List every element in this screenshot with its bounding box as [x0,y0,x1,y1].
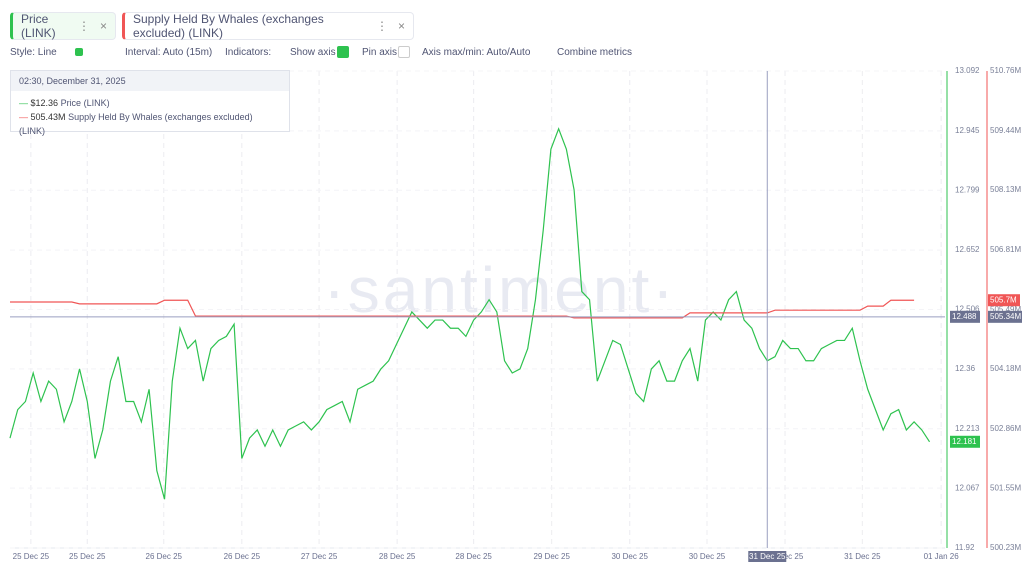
y-tick-label: 13.092 [955,66,980,75]
pin-axis[interactable]: Pin axis [362,47,398,58]
last-value-label: 12.181 [952,437,977,446]
last-value-box [988,294,1020,307]
x-tick-label: 26 Dec 25 [146,552,183,561]
y2-tick-label: 506.81M [990,245,1021,254]
x-tick-label: 31 Dec 25 [767,552,804,561]
x-tick-label: 29 Dec 25 [533,552,570,561]
tab-label: Supply Held By Whales (exchanges exclude… [133,12,324,40]
price-tab[interactable]: Price (LINK) ⋮ × [10,12,116,40]
tooltip: 02:30, December 31, 2025 — $12.36 Price … [10,70,290,136]
x-tick-label: 27 Dec 25 [301,552,338,561]
y2-tick-label: 510.76M [990,66,1021,75]
y2-tick-label: 505.49M [990,305,1021,314]
last-value-label: 505.7M [990,295,1017,304]
crosshair-y-label: 12.488 [952,312,977,321]
last-value-box [950,435,980,448]
crosshair-y-box [950,310,980,323]
y2-tick-label: 504.18M [990,364,1021,373]
crosshair-x-label: 31 Dec 25 [749,552,786,561]
series-line [10,299,915,319]
pin-axis-checkbox[interactable] [398,46,410,58]
series-line [9,127,931,500]
x-tick-label: 26 Dec 25 [224,552,261,561]
show-axis-checkbox[interactable] [337,46,349,58]
tooltip-series: Price (LINK) [60,98,110,108]
y2-tick-label: 509.44M [990,126,1021,135]
tooltip-value: $12.36 [30,98,59,108]
tab-close[interactable]: × [397,19,405,33]
y-tick-label: 12.213 [955,424,980,433]
x-tick-label: 30 Dec 25 [611,552,648,561]
tooltip-row: — 505.43M Supply Held By Whales (exchang… [19,112,253,136]
x-tick-label: 31 Dec 25 [844,552,881,561]
axis-minmax[interactable]: Axis max/min: Auto/Auto [422,47,531,58]
y-tick-label: 12.799 [955,185,980,194]
y-tick-label: 12.506 [955,305,980,314]
tab-label: Price (LINK) [21,12,56,40]
indicators-select[interactable]: Indicators: [225,47,272,58]
combine-metrics[interactable]: Combine metrics [557,47,633,58]
x-tick-label: 25 Dec 25 [13,552,50,561]
tab-menu[interactable]: ⋮ [375,19,388,33]
y2-tick-label: 502.86M [990,424,1021,433]
x-tick-label: 28 Dec 25 [455,552,492,561]
x-tick-label: 25 Dec 25 [69,552,106,561]
tooltip-value: 505.43M [30,112,66,122]
crosshair-x-box [748,551,787,562]
color-picker[interactable] [75,48,83,56]
y-tick-label: 12.067 [955,483,980,492]
watermark: ·santiment· [323,254,676,326]
y-tick-label: 12.945 [955,126,980,135]
interval-select[interactable]: Interval: Auto (15m) [125,47,213,58]
y-tick-label: 12.652 [955,245,980,254]
y2-tick-label: 508.13M [990,185,1021,194]
x-tick-label: 30 Dec 25 [689,552,726,561]
tooltip-row: — $12.36 Price (LINK) [19,98,110,108]
y2-tick-label: 501.55M [990,483,1021,492]
y-tick-label: 11.92 [955,543,975,552]
x-tick-label: 28 Dec 25 [379,552,416,561]
tooltip-title: 02:30, December 31, 2025 [11,71,289,91]
y2-tick-label: 500.23M [990,543,1021,552]
tab-close[interactable]: × [99,19,107,33]
tooltip-series: Supply Held By Whales (exchanges exclude… [19,112,253,136]
crosshair-y2-label: 505.34M [990,312,1021,321]
x-tick-label: 01 Jan 26 [924,552,960,561]
show-axis[interactable]: Show axis [290,47,336,58]
whales-tab[interactable]: Supply Held By Whales (exchanges exclude… [122,12,414,40]
style-select[interactable]: Style: Line [10,47,57,58]
y-tick-label: 12.36 [955,364,976,373]
crosshair-y2-box [988,310,1022,323]
tab-menu[interactable]: ⋮ [77,19,90,33]
